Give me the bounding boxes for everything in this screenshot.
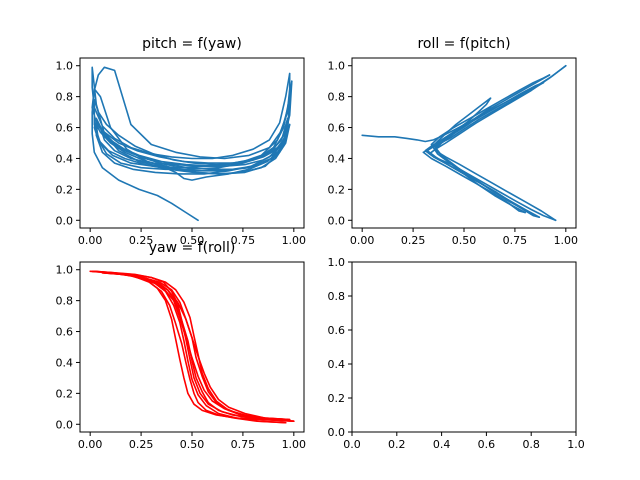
y-tick-label: 0.6 xyxy=(56,122,74,135)
y-tick-label: 1.0 xyxy=(56,60,74,73)
x-tick-label: 0.50 xyxy=(452,234,477,247)
y-tick-label: 0.6 xyxy=(328,324,346,337)
axes-frame xyxy=(351,261,577,433)
y-tick-label: 0.0 xyxy=(328,426,346,439)
series-line-8 xyxy=(103,271,295,423)
x-tick-label: 0.25 xyxy=(129,438,154,451)
y-tick-label: 1.0 xyxy=(56,264,74,277)
subplot-roll-pitch: roll = f(pitch) 0.00 0.25 0.50 0.75 1.000.00… xyxy=(328,36,579,247)
y-tick-label: 0.4 xyxy=(56,152,74,165)
plot-area: 0.00 0.25 0.50 0.75 1.00 0.0 0.2 0.4 0.6 0.8 1.0 xyxy=(328,57,579,247)
y-tick-label: 0.4 xyxy=(328,152,346,165)
y-tick-label: 0.6 xyxy=(56,326,74,339)
x-tick-label: 0.0 xyxy=(343,438,361,451)
x-tick-label: 0.50 xyxy=(180,438,205,451)
x-tick-label: 1.00 xyxy=(554,234,579,247)
x-tick-label: 0.00 xyxy=(78,234,103,247)
y-tick-label: 0.8 xyxy=(56,295,74,308)
series-line-7 xyxy=(99,126,287,167)
y-tick-label: 0.4 xyxy=(328,358,346,371)
y-tick-label: 0.2 xyxy=(328,183,346,196)
subplot-title: roll = f(pitch) xyxy=(417,36,510,52)
plot-area: 0.00 0.25 0.50 0.75 1.00 0.0 0.2 0.4 0.6 0.8 1.0 xyxy=(56,57,307,247)
subplot-pitch-yaw: pitch = f(yaw) 0.00 0.25 0.50 0.75 1.000.00.… xyxy=(56,36,307,247)
plot-area: 0.0 0.2 0.4 0.6 0.8 1.0 0.0 0.2 0.4 0.6 0.8 1.0 xyxy=(328,256,585,451)
subplot-yaw-roll: yaw = f(roll) 0.00 0.25 0.50 0.75 1.00 0.0 0.2… xyxy=(56,240,307,451)
x-tick-label: 0.25 xyxy=(129,234,154,247)
series-line-7 xyxy=(103,271,291,421)
y-tick-label: 0.2 xyxy=(56,387,74,400)
y-tick-label: 0.0 xyxy=(328,214,346,227)
y-tick-label: 0.6 xyxy=(328,122,346,135)
subplot-title: yaw = f(roll) xyxy=(149,240,236,256)
x-tick-label: 1.00 xyxy=(282,234,307,247)
series-line-3 xyxy=(424,74,551,218)
series-line-0 xyxy=(89,270,295,423)
series-line-2 xyxy=(430,74,557,222)
y-tick-label: 0.8 xyxy=(328,290,346,303)
series-line-5 xyxy=(95,117,291,175)
x-tick-label: 1.00 xyxy=(282,438,307,451)
series-line-5 xyxy=(422,81,545,214)
series-line-4 xyxy=(432,81,545,218)
y-tick-label: 0.8 xyxy=(328,91,346,104)
x-tick-label: 0.6 xyxy=(478,438,496,451)
plot-area: 0.00 0.25 0.50 0.75 1.00 0.0 0.2 0.4 0.6 0.8 1.0 xyxy=(56,261,307,451)
x-tick-label: 0.75 xyxy=(503,234,528,247)
subplot-empty: 0.0 0.2 0.4 0.6 0.8 1.0 0.0 0.2 0.4 0.6 0.8 1.0 xyxy=(328,256,585,451)
y-tick-label: 0.0 xyxy=(56,214,74,227)
subplot-title: pitch = f(yaw) xyxy=(142,36,242,52)
y-tick-label: 0.4 xyxy=(56,356,74,369)
y-tick-label: 1.0 xyxy=(328,256,346,269)
y-tick-label: 0.0 xyxy=(56,418,74,431)
axes-frame xyxy=(79,261,305,433)
series-line-8 xyxy=(434,106,522,209)
x-tick-label: 0.2 xyxy=(388,438,406,451)
y-tick-label: 1.0 xyxy=(328,60,346,73)
x-tick-label: 0.00 xyxy=(350,234,375,247)
x-tick-label: 0.00 xyxy=(78,438,103,451)
y-tick-label: 0.2 xyxy=(328,392,346,405)
series-line-4 xyxy=(91,270,287,424)
x-tick-label: 0.25 xyxy=(401,234,426,247)
x-tick-label: 0.75 xyxy=(231,234,256,247)
x-tick-label: 0.8 xyxy=(522,438,540,451)
x-tick-label: 0.75 xyxy=(231,438,256,451)
x-tick-label: 0.4 xyxy=(433,438,451,451)
x-tick-label: 0.50 xyxy=(180,234,205,247)
series-line-6 xyxy=(95,123,289,181)
y-tick-label: 0.8 xyxy=(56,91,74,104)
y-tick-label: 0.2 xyxy=(56,183,74,196)
x-tick-label: 1.0 xyxy=(567,438,585,451)
